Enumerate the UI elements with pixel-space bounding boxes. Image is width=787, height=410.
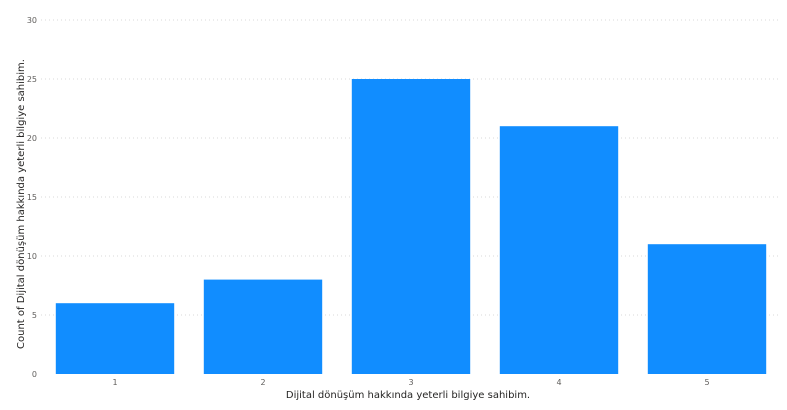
y-tick-label: 15 (27, 193, 37, 202)
bar-2[interactable] (203, 279, 323, 374)
y-axis-ticks: 0 5 10 15 20 25 30 (27, 16, 37, 379)
y-tick-label: 10 (27, 252, 37, 261)
x-tick-label: 2 (260, 378, 265, 387)
y-tick-label: 25 (27, 75, 37, 84)
bar-4[interactable] (499, 126, 619, 374)
x-axis-ticks: 1 2 3 4 5 (112, 378, 709, 387)
x-tick-label: 1 (112, 378, 117, 387)
x-tick-label: 3 (408, 378, 413, 387)
bar-1[interactable] (55, 303, 175, 374)
y-tick-label: 20 (27, 134, 37, 143)
y-tick-label: 0 (32, 370, 37, 379)
bar-3[interactable] (351, 79, 471, 374)
bars (55, 79, 767, 374)
x-tick-label: 5 (704, 378, 709, 387)
x-tick-label: 4 (556, 378, 561, 387)
x-axis-title: Dijital dönüşüm hakkında yeterli bilgiye… (286, 390, 530, 401)
bar-5[interactable] (647, 244, 767, 374)
y-tick-label: 5 (32, 311, 37, 320)
y-tick-label: 30 (27, 16, 37, 25)
y-axis-title: Count of Dijital dönüşüm hakkında yeterl… (16, 59, 27, 349)
